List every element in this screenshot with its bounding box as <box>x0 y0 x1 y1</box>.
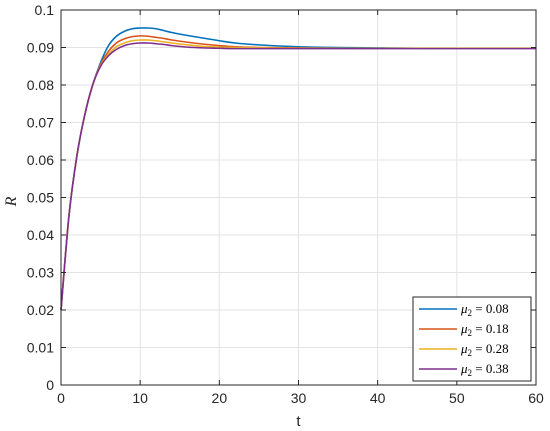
x-tick-label: 50 <box>449 390 465 406</box>
y-tick-label: 0.1 <box>35 2 55 18</box>
legend-entry: μ2 = 0.18 <box>460 321 509 338</box>
x-tick-labels: 0 10 20 30 40 50 60 <box>57 390 544 406</box>
tick-marks <box>60 9 537 386</box>
y-tick-label: 0.02 <box>27 302 54 318</box>
legend-entry: μ2 = 0.28 <box>460 341 509 358</box>
legend-symbol: μ <box>460 321 468 336</box>
y-tick-label: 0.06 <box>27 152 54 168</box>
y-axis-label: R <box>3 196 20 207</box>
legend-symbol: μ <box>460 301 468 316</box>
x-tick-label: 30 <box>291 390 307 406</box>
legend-subscript: 2 <box>468 308 473 318</box>
legend-value: = 0.28 <box>472 341 509 356</box>
y-tick-label: 0.07 <box>27 115 54 131</box>
x-tick-label: 40 <box>370 390 386 406</box>
x-tick-label: 10 <box>132 390 148 406</box>
y-tick-label: 0.05 <box>27 190 54 206</box>
legend-subscript: 2 <box>468 348 473 358</box>
legend-entry: μ2 = 0.38 <box>460 361 509 378</box>
series-lines <box>60 27 536 311</box>
legend-value: = 0.18 <box>472 321 509 336</box>
legend-subscript: 2 <box>468 328 473 338</box>
y-tick-label: 0.09 <box>27 40 54 56</box>
legend-symbol: μ <box>460 361 468 376</box>
y-tick-label: 0.08 <box>27 77 54 93</box>
y-tick-label: 0.03 <box>27 265 54 281</box>
y-tick-labels: 0 0.01 0.02 0.03 0.04 0.05 0.06 0.07 0.08 0.09 0.1 <box>27 2 54 393</box>
y-tick-label: 0 <box>46 377 54 393</box>
legend-subscript: 2 <box>468 368 473 378</box>
y-tick-label: 0.04 <box>27 227 54 243</box>
x-tick-label: 20 <box>212 390 228 406</box>
legend-value: = 0.08 <box>472 301 509 316</box>
x-tick-label: 60 <box>528 390 544 406</box>
y-tick-label: 0.01 <box>27 340 54 356</box>
legend-value: = 0.38 <box>472 361 509 376</box>
legend-entry: μ2 = 0.08 <box>460 301 509 318</box>
legend-box <box>412 296 532 382</box>
legend-symbol: μ <box>460 341 468 356</box>
x-tick-label: 0 <box>57 390 65 406</box>
x-axis-label: t <box>296 413 301 430</box>
series-line <box>60 42 536 311</box>
